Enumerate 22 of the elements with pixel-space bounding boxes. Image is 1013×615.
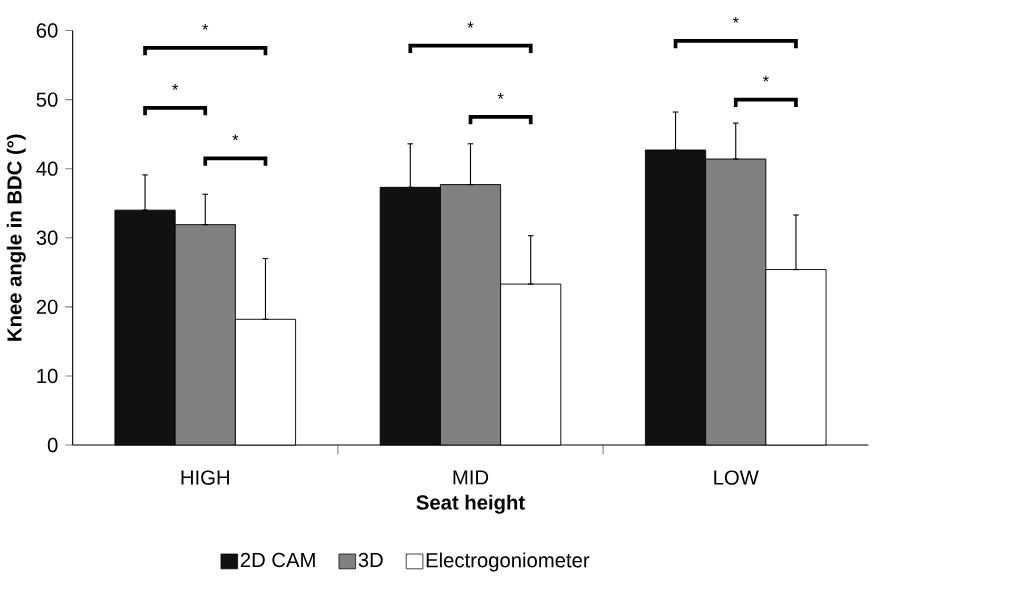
y-tick-label: 0 bbox=[47, 437, 58, 453]
y-tick-label: 60 bbox=[36, 23, 58, 38]
y-tick-label: 50 bbox=[36, 92, 58, 107]
legend-label: 3D bbox=[358, 552, 383, 568]
y-tick-label: 40 bbox=[36, 161, 58, 176]
x-tick-label: LOW bbox=[714, 470, 759, 485]
text: * bbox=[202, 23, 209, 30]
annotation: * bbox=[762, 75, 769, 82]
x-tick-label: MID bbox=[453, 470, 489, 485]
y-tick-label: 20 bbox=[36, 299, 58, 314]
y-tick-label: 10 bbox=[37, 368, 58, 383]
legend-label: 2D CAM bbox=[240, 552, 315, 568]
annotation: * bbox=[172, 83, 179, 90]
y-axis-title: Knee angle in BDC (°) bbox=[6, 134, 26, 341]
x-axis-title: Seat height bbox=[416, 494, 525, 514]
annotation: * bbox=[232, 134, 239, 141]
text: * bbox=[467, 21, 474, 28]
y-tick-label: 30 bbox=[36, 230, 58, 245]
x-tick-label: HIGH bbox=[181, 470, 229, 485]
legend-label: Electrogoniometer bbox=[426, 552, 590, 572]
annotation: * bbox=[497, 92, 504, 99]
text: * bbox=[732, 16, 739, 23]
